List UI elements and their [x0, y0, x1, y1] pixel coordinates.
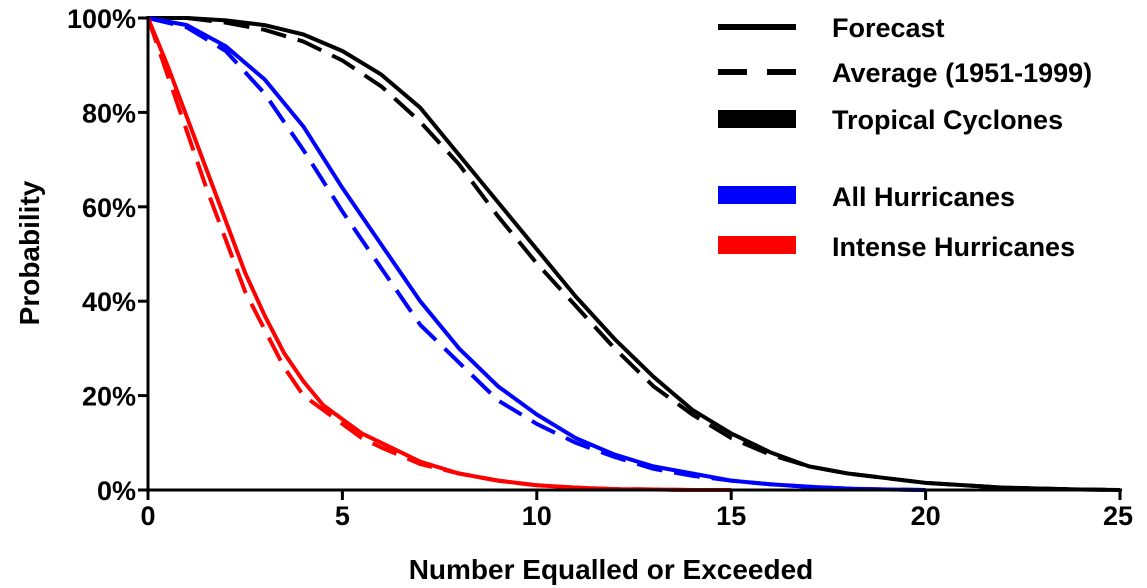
- legend-forecast-label: Forecast: [832, 13, 945, 43]
- legend-all-hurricanes-swatch: [718, 186, 796, 204]
- y-tick-label: 0%: [97, 476, 136, 506]
- legend-all-hurricanes-label: All Hurricanes: [832, 182, 1015, 212]
- x-tick-label: 10: [522, 501, 552, 531]
- legend: Forecast Average (1951-1999) Tropical Cy…: [718, 13, 1092, 262]
- legend-intense-hurricanes-label: Intense Hurricanes: [832, 232, 1075, 262]
- series-line-intense-hurricanes-forecast: [146, 17, 732, 492]
- x-tick-label: 20: [911, 501, 941, 531]
- series-line-tropical-cyclones-average: [148, 16, 1121, 492]
- y-axis-ticks: 0% 20% 40% 60% 80% 100%: [67, 4, 148, 506]
- series-line-all-hurricanes-average: [147, 16, 926, 492]
- legend-tropical-cyclones-label: Tropical Cyclones: [832, 105, 1063, 135]
- series-line-intense-hurricanes-average: [146, 17, 732, 492]
- y-tick-label: 100%: [67, 4, 136, 34]
- x-tick-label: 15: [716, 501, 746, 531]
- legend-average-label: Average (1951-1999): [832, 58, 1092, 88]
- x-tick-label: 0: [140, 501, 155, 531]
- series-line-all-hurricanes-forecast: [147, 16, 926, 492]
- x-axis-title: Number Equalled or Exceeded: [409, 554, 814, 585]
- y-tick-label: 40%: [82, 287, 136, 317]
- y-axis-title: Probability: [14, 180, 45, 325]
- plot-area: [146, 16, 1121, 492]
- y-tick-label: 20%: [82, 382, 136, 412]
- x-tick-label: 25: [1103, 501, 1133, 531]
- y-tick-label: 60%: [82, 193, 136, 223]
- legend-tropical-cyclones-swatch: [718, 110, 796, 128]
- x-axis-ticks: 0 5 10 15 20 25: [140, 490, 1133, 531]
- x-tick-label: 5: [335, 501, 350, 531]
- series-line-tropical-cyclones-forecast: [148, 16, 1121, 492]
- legend-intense-hurricanes-swatch: [718, 236, 796, 254]
- y-tick-label: 80%: [82, 98, 136, 128]
